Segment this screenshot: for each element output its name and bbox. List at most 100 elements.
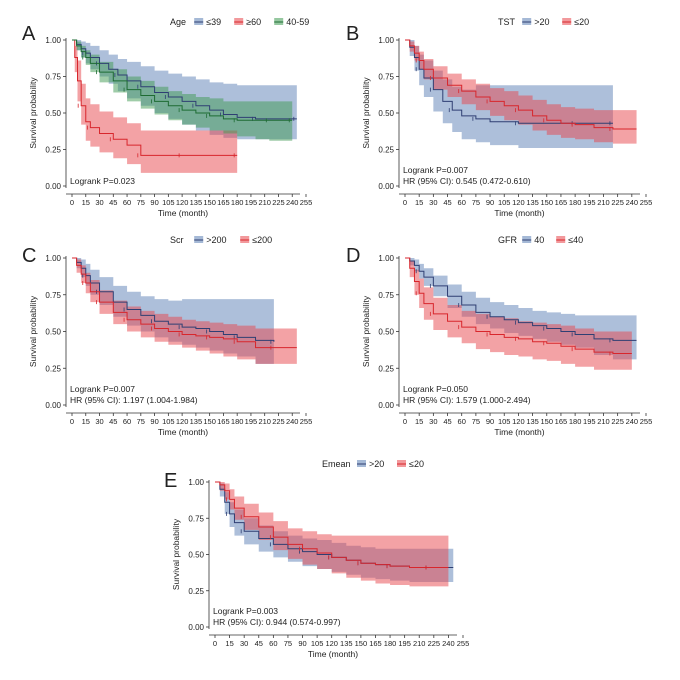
x-tick-label: 75 — [137, 198, 145, 207]
x-axis-label: Time (month) — [308, 649, 358, 659]
x-tick-label: 255 — [300, 417, 313, 426]
x-tick-label: 90 — [150, 198, 158, 207]
survival-line-blue — [405, 39, 613, 124]
x-tick-label: 180 — [231, 198, 244, 207]
y-tick-label: 0.00 — [45, 401, 61, 410]
x-tick-label: 105 — [311, 639, 324, 648]
legend-title: GFR — [498, 235, 517, 245]
x-tick-label: 15 — [82, 198, 90, 207]
ci-band-red — [215, 482, 449, 587]
legend-label: ≤40 — [568, 235, 583, 245]
x-tick-label: 90 — [486, 417, 494, 426]
x-tick-label: 225 — [272, 198, 285, 207]
legend-label: ≥60 — [246, 17, 261, 27]
annotation-text: HR (95% CI): 1.197 (1.004-1.984) — [70, 395, 198, 405]
survival-line-red — [405, 39, 637, 130]
x-tick-label: 105 — [162, 417, 175, 426]
x-tick-label: 240 — [286, 198, 299, 207]
x-tick-label: 210 — [413, 639, 426, 648]
x-tick-label: 180 — [384, 639, 397, 648]
x-tick-label: 255 — [300, 198, 313, 207]
annotation-text: Logrank P=0.023 — [70, 176, 135, 186]
x-tick-label: 105 — [162, 198, 175, 207]
x-tick-label: 120 — [176, 198, 189, 207]
y-axis-label: Survival probability — [171, 518, 181, 590]
x-tick-label: 135 — [340, 639, 353, 648]
x-tick-label: 30 — [429, 198, 437, 207]
x-tick-label: 240 — [286, 417, 299, 426]
x-tick-label: 180 — [231, 417, 244, 426]
y-axis-label: Survival probability — [28, 295, 38, 367]
x-tick-label: 120 — [325, 639, 338, 648]
x-tick-label: 165 — [217, 198, 230, 207]
x-tick-label: 135 — [190, 417, 203, 426]
x-tick-label: 150 — [541, 198, 554, 207]
x-tick-label: 75 — [284, 639, 292, 648]
x-tick-label: 120 — [512, 417, 525, 426]
x-tick-label: 45 — [109, 417, 117, 426]
panel-d: D GFR 40 ≤40 0.00 0.25 0.50 0.75 1.00 Survival pr… — [346, 235, 652, 437]
x-tick-label: 195 — [583, 198, 596, 207]
x-tick-label: 60 — [123, 417, 131, 426]
annotation-text: Logrank P=0.003 — [213, 606, 278, 616]
x-tick-label: 30 — [240, 639, 248, 648]
y-tick-label: 0.75 — [378, 73, 394, 82]
y-tick-label: 0.50 — [378, 328, 394, 337]
y-tick-label: 0.75 — [45, 291, 61, 300]
panel-a: A Age ≤39 ≥60 40-59 0.00 0.25 0.50 0.75 1.00 Survi… — [22, 17, 312, 218]
x-tick-label: 15 — [82, 417, 90, 426]
survival-line-red — [215, 481, 449, 569]
x-tick-label: 60 — [123, 198, 131, 207]
x-tick-label: 195 — [245, 417, 258, 426]
y-tick-label: 0.75 — [378, 291, 394, 300]
legend-label: >200 — [206, 235, 226, 245]
x-tick-label: 75 — [472, 198, 480, 207]
x-tick-label: 60 — [269, 639, 277, 648]
x-tick-label: 45 — [443, 417, 451, 426]
ci-band-red — [405, 258, 632, 370]
legend-label: 40-59 — [286, 17, 309, 27]
y-tick-label: 0.25 — [378, 146, 394, 155]
x-tick-label: 135 — [526, 417, 539, 426]
x-tick-label: 30 — [95, 417, 103, 426]
legend: Age ≤39 ≥60 40-59 — [170, 17, 309, 27]
x-tick-label: 120 — [512, 198, 525, 207]
survival-line-green — [72, 39, 293, 121]
x-tick-label: 0 — [70, 417, 74, 426]
legend-label: ≤20 — [409, 459, 424, 469]
x-tick-label: 225 — [272, 417, 285, 426]
x-axis-label: Time (month) — [158, 208, 208, 218]
survival-line-blue — [405, 257, 637, 341]
panel-letter: B — [346, 23, 359, 45]
x-tick-label: 90 — [150, 417, 158, 426]
x-tick-label: 120 — [176, 417, 189, 426]
legend-title: TST — [498, 17, 516, 27]
y-tick-label: 1.00 — [378, 254, 394, 263]
annotation-text: Logrank P=0.050 — [403, 384, 468, 394]
x-tick-label: 165 — [555, 417, 568, 426]
annotation-text: HR (95% CI): 0.944 (0.574-0.997) — [213, 617, 341, 627]
x-tick-label: 30 — [429, 417, 437, 426]
panel-b: B TST >20 ≤20 0.00 0.25 0.50 0.75 1.00 Survival p… — [346, 17, 652, 218]
survival-line-red — [72, 257, 297, 349]
ci-band-red — [405, 40, 637, 144]
y-tick-label: 0.50 — [188, 551, 204, 560]
y-axis-label: Survival probability — [361, 77, 371, 149]
y-tick-label: 1.00 — [45, 254, 61, 263]
y-tick-label: 0.50 — [45, 109, 61, 118]
x-tick-label: 15 — [415, 417, 423, 426]
x-tick-label: 45 — [443, 198, 451, 207]
x-axis-label: Time (month) — [494, 208, 544, 218]
x-tick-label: 165 — [555, 198, 568, 207]
x-tick-label: 90 — [298, 639, 306, 648]
x-tick-label: 150 — [355, 639, 368, 648]
y-tick-label: 0.25 — [45, 364, 61, 373]
x-tick-label: 255 — [640, 417, 653, 426]
legend: Emean >20 ≤20 — [322, 459, 424, 469]
x-tick-label: 135 — [526, 198, 539, 207]
x-tick-label: 60 — [458, 198, 466, 207]
y-tick-label: 0.00 — [378, 401, 394, 410]
y-tick-label: 0.75 — [45, 73, 61, 82]
legend-title: Age — [170, 17, 186, 27]
